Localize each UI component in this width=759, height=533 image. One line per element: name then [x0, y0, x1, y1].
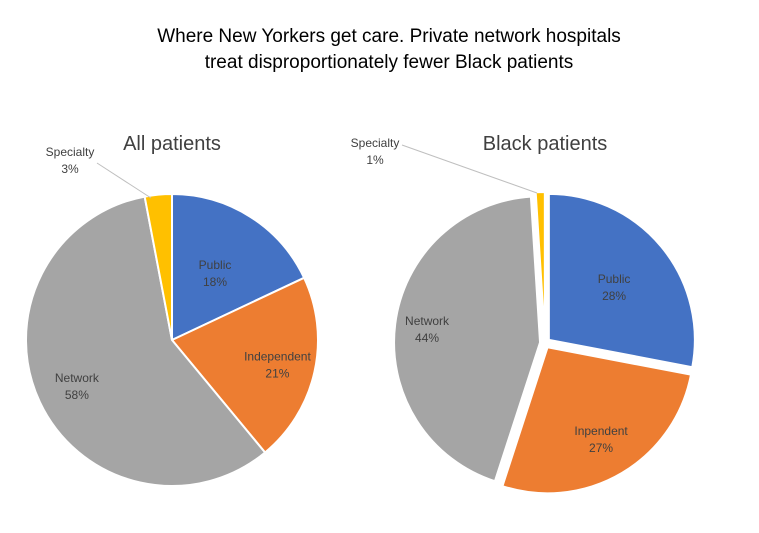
slice-value-specialty: 3%	[61, 162, 79, 176]
pie-slice-specialty	[143, 192, 173, 341]
leader-line-specialty	[401, 144, 538, 194]
slice-label-specialty: Specialty	[351, 136, 400, 150]
pie-black-patients: Black patients Public 28% Inpendent 27% Netwo…	[351, 133, 696, 495]
slice-value-network: 58%	[65, 388, 89, 402]
slice-value-network: 44%	[415, 331, 439, 345]
slice-value-inpendent: 27%	[589, 441, 613, 455]
pie-slice-inpendent	[501, 346, 693, 495]
slice-value-public: 18%	[203, 275, 227, 289]
slice-label-specialty: Specialty	[46, 145, 95, 159]
chart-title-line-1: Where New Yorkers get care. Private netw…	[157, 26, 621, 47]
slice-label-public: Public	[598, 272, 631, 286]
pie-slice-independent	[170, 276, 319, 454]
pie-all-patients: All patients Public 18% Independent 21% Netwo…	[25, 133, 319, 487]
pie-subtitle: Black patients	[483, 133, 608, 155]
pie-subtitle: All patients	[123, 133, 221, 155]
slice-value-public: 28%	[602, 289, 626, 303]
chart-title-line-2: treat disproportionately fewer Black pat…	[205, 52, 574, 73]
pie-slice-public	[547, 192, 696, 369]
slice-label-network: Network	[55, 371, 100, 385]
slice-label-inpendent: Inpendent	[574, 424, 628, 438]
slice-value-independent: 21%	[265, 367, 289, 381]
pie-slice-network	[393, 195, 542, 483]
pie-slice-public	[171, 192, 306, 342]
slice-label-independent: Independent	[244, 350, 311, 364]
leader-line-specialty	[96, 162, 152, 199]
slice-label-network: Network	[405, 314, 450, 328]
pie-slice-network	[25, 195, 267, 487]
slice-label-public: Public	[199, 258, 232, 272]
slice-value-specialty: 1%	[366, 153, 384, 167]
